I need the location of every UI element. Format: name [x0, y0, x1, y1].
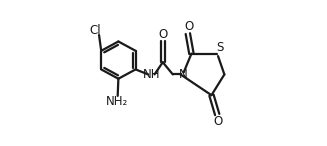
Text: O: O — [213, 115, 223, 128]
Text: NH₂: NH₂ — [106, 95, 128, 108]
Text: O: O — [184, 20, 193, 33]
Text: O: O — [158, 28, 167, 41]
Text: N: N — [179, 68, 187, 81]
Text: Cl: Cl — [89, 24, 101, 36]
Text: NH: NH — [143, 68, 160, 81]
Text: S: S — [216, 41, 223, 54]
